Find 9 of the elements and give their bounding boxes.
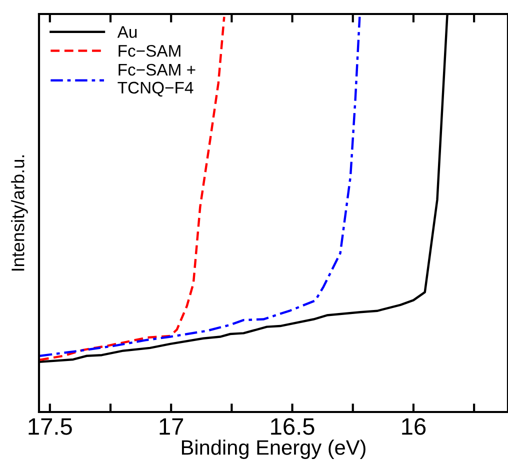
x-tick-label: 17 [160, 418, 184, 435]
x-axis-title: Binding Energy (eV) [182, 440, 366, 459]
legend-label: Fc−SAM [118, 44, 180, 57]
legend-label: Fc−SAM + TCNQ−F4 [118, 64, 196, 97]
y-axis-title: Intensity/arb.u. [11, 155, 28, 271]
x-tick-label: 17.5 [28, 418, 72, 435]
x-tick-label: 16 [402, 418, 426, 435]
x-tick-label: 16.5 [271, 418, 314, 435]
legend-label: Au [117, 26, 137, 38]
